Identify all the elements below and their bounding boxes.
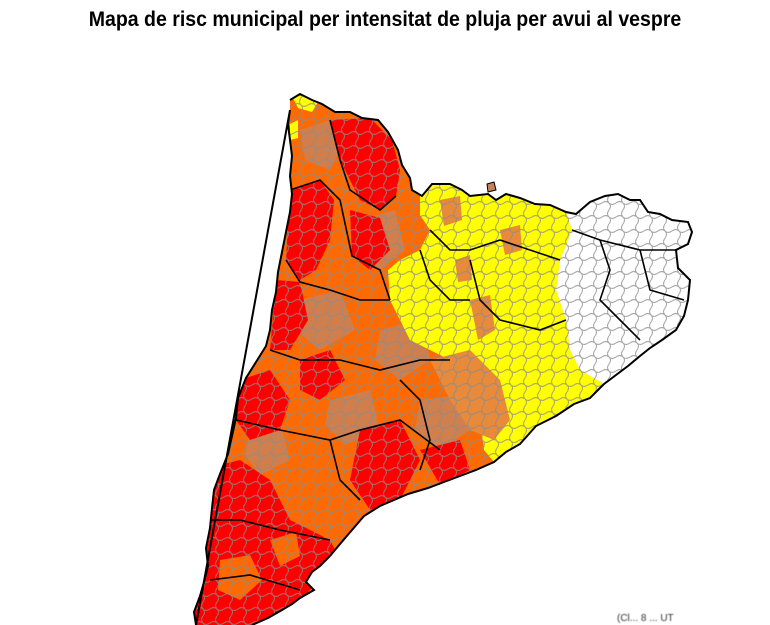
map-credit: (Cl... 8 ... UT [617, 613, 674, 624]
comarca-borders [200, 119, 685, 591]
map-regions [194, 94, 692, 625]
catalonia-outline [192, 92, 694, 625]
map-title: Mapa de risc municipal per intensitat de… [88, 8, 682, 31]
